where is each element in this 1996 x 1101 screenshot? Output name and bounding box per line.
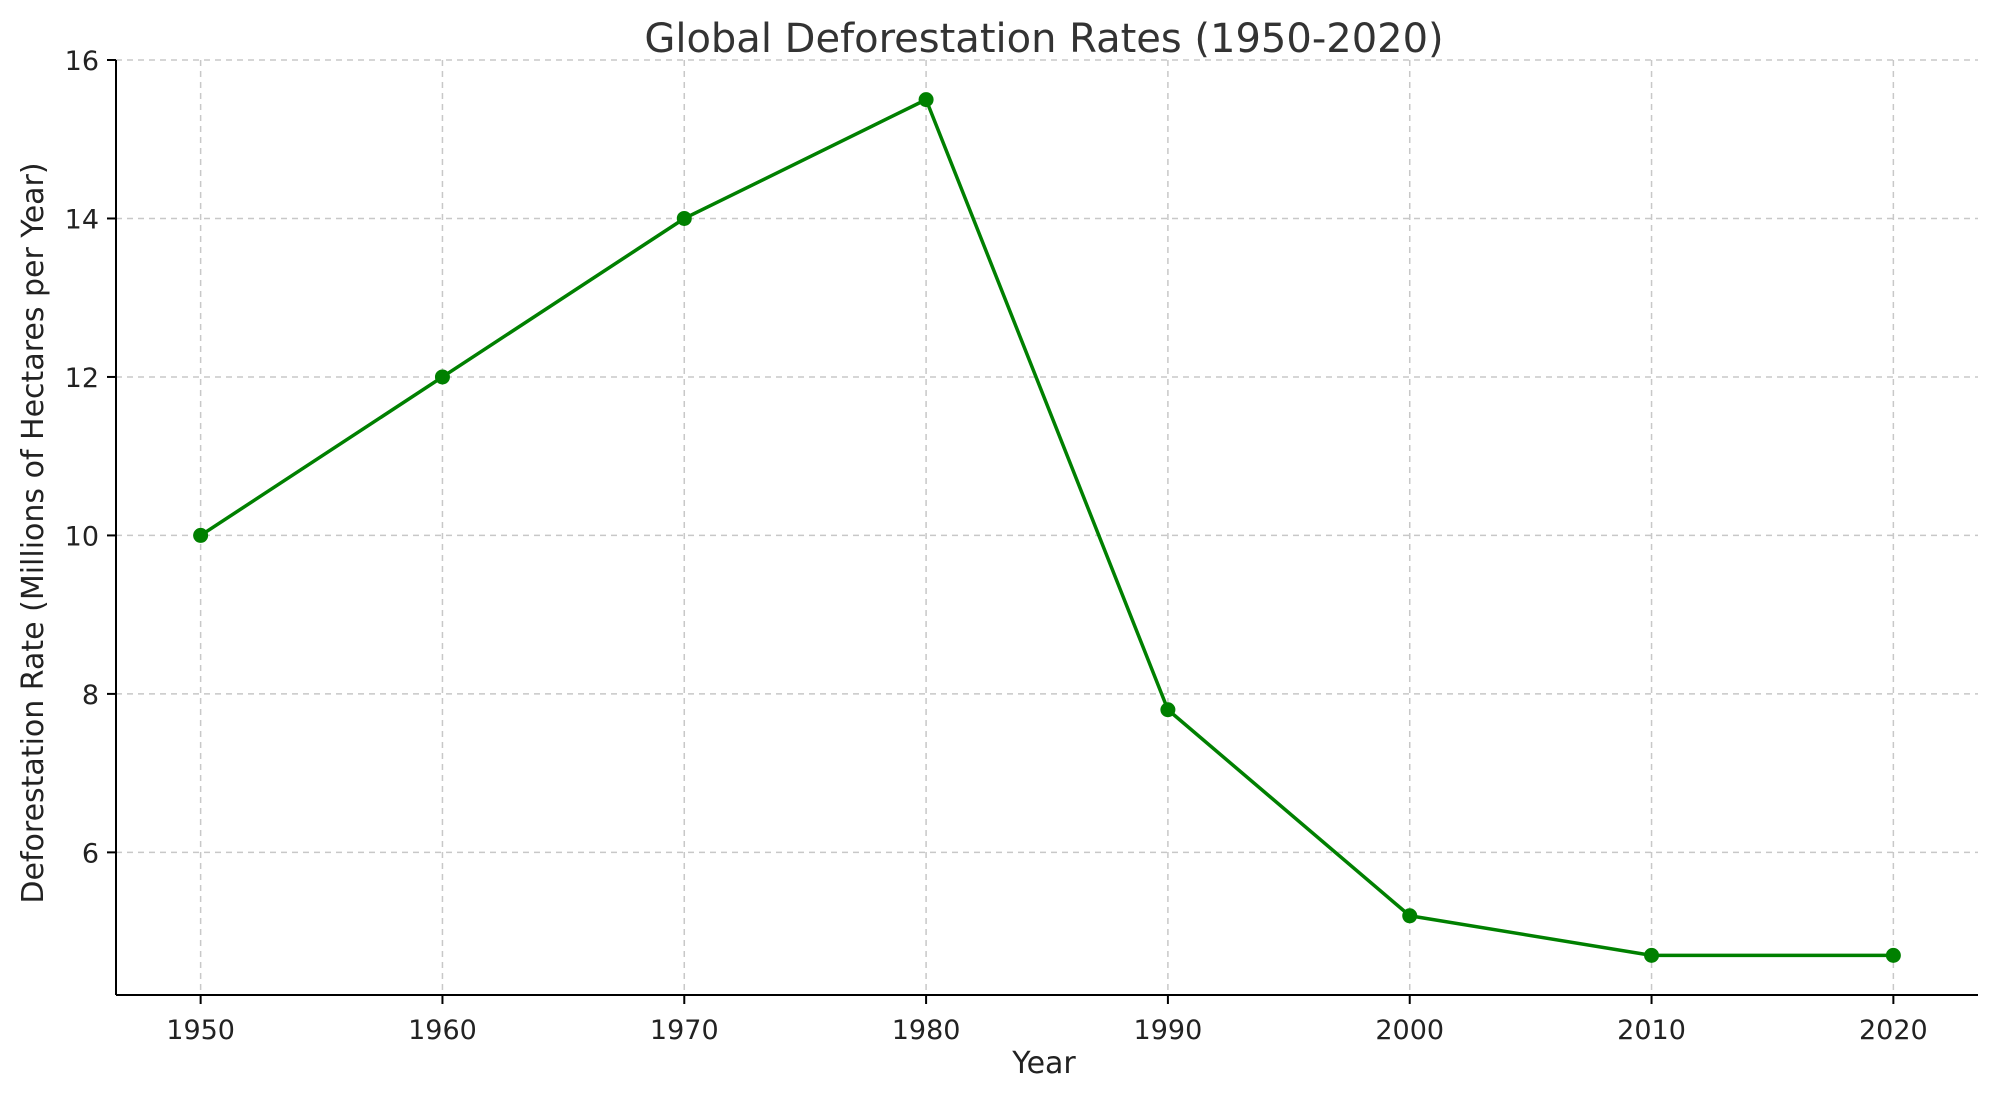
y-axis-label: Deforestation Rate (Millions of Hectares… [16, 162, 51, 903]
data-point-marker [1160, 702, 1176, 718]
series-group [193, 92, 1901, 963]
x-tick-label: 1990 [1134, 1015, 1203, 1046]
y-tick-label: 6 [82, 838, 99, 869]
data-point-marker [193, 527, 209, 543]
data-point-marker [434, 369, 450, 385]
data-point-marker [1885, 947, 1901, 963]
y-tick-label: 12 [65, 363, 99, 394]
x-tick-label: 1950 [166, 1015, 235, 1046]
y-tick-label: 8 [82, 680, 99, 711]
x-tick-label: 2000 [1375, 1015, 1444, 1046]
y-tick-label: 10 [65, 521, 99, 552]
y-tick-label: 14 [65, 204, 99, 235]
data-point-marker [918, 92, 934, 108]
x-tick-label: 2010 [1617, 1015, 1686, 1046]
axis-ticks: 1950 1960 1970 1980 1990 2000 2010 2020 6 8 10 12 14… [65, 46, 1928, 1046]
chart-title: Global Deforestation Rates (1950-2020) [644, 16, 1443, 62]
series-line [199, 97, 1894, 958]
y-tick-label: 16 [65, 46, 99, 77]
x-tick-label: 2020 [1859, 1015, 1928, 1046]
data-point-marker [676, 210, 692, 226]
x-tick-label: 1960 [408, 1015, 477, 1046]
x-tick-label: 1980 [892, 1015, 961, 1046]
data-point-marker [1402, 908, 1418, 924]
x-axis-label: Year [1011, 1046, 1076, 1081]
grid-lines [116, 59, 1978, 995]
x-tick-label: 1970 [650, 1015, 719, 1046]
data-point-marker [1644, 947, 1660, 963]
